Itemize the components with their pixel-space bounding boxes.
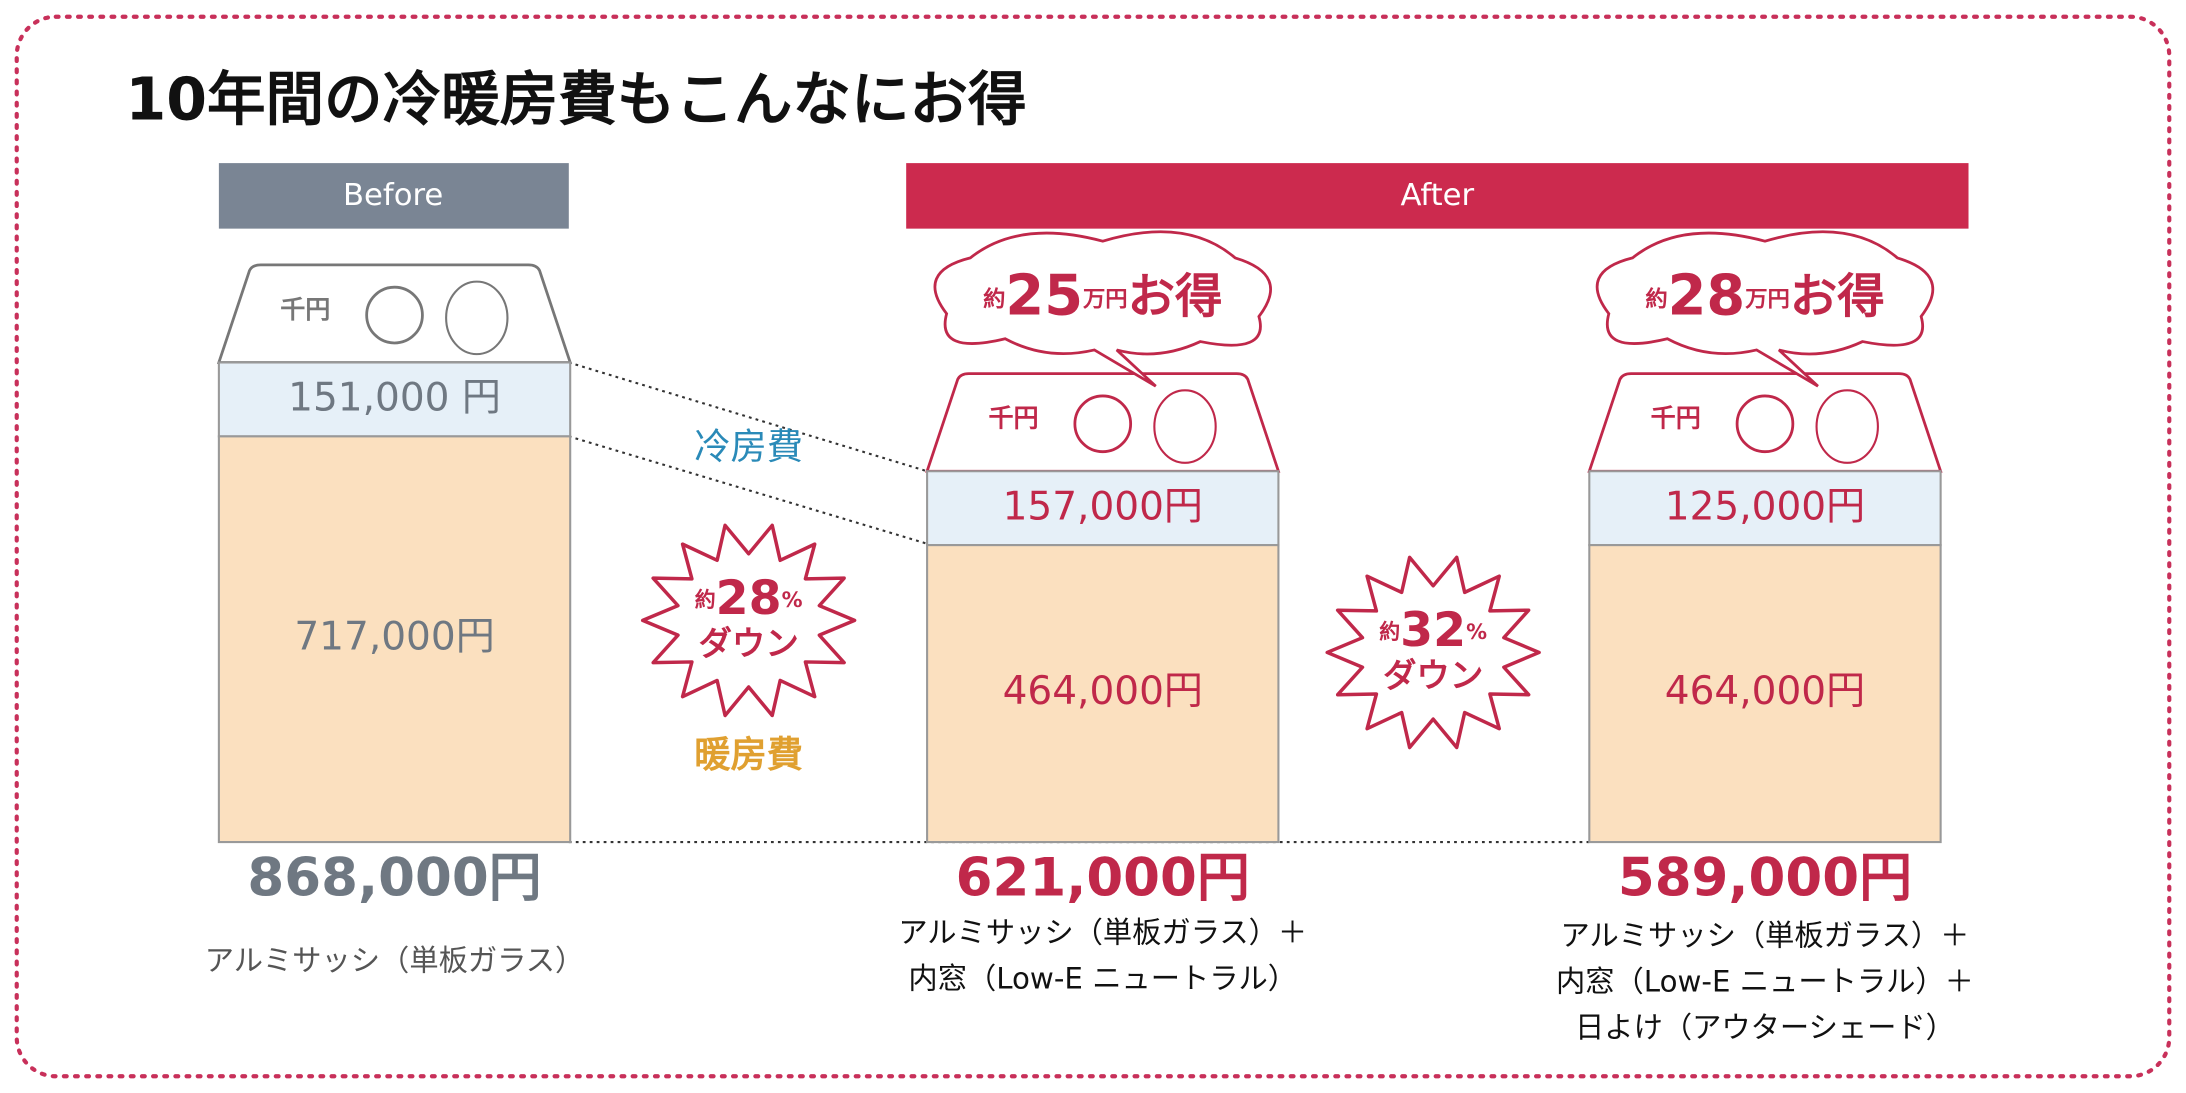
savings-suffix: お得 bbox=[1790, 270, 1885, 325]
description: 日よけ（アウターシェード） bbox=[1575, 1010, 1955, 1044]
reduction-text: ダウン bbox=[698, 624, 798, 663]
savings-suffix: お得 bbox=[1128, 270, 1223, 325]
bill-seal bbox=[365, 285, 424, 345]
reduction-burst bbox=[640, 523, 857, 718]
savings-amount: 25 bbox=[1005, 264, 1083, 329]
heating-value: 464,000円 bbox=[1665, 669, 1865, 714]
savings-unit: 万円 bbox=[1082, 286, 1128, 312]
savings-prefix: 約 bbox=[1645, 285, 1667, 312]
bill-portrait bbox=[1153, 389, 1217, 464]
cooling-label: 冷房費 bbox=[694, 425, 803, 468]
bill-stack bbox=[216, 263, 573, 364]
heating-block bbox=[926, 544, 1280, 844]
bill-text: 千円 bbox=[1651, 404, 1701, 433]
reduction-rate: 約32% bbox=[1379, 603, 1487, 658]
heating-value: 464,000円 bbox=[1003, 669, 1203, 714]
savings-bubble bbox=[1595, 230, 1935, 388]
savings-prefix: 約 bbox=[983, 285, 1005, 312]
reduction-rate: 約28% bbox=[695, 571, 803, 626]
bill-portrait bbox=[445, 280, 509, 356]
savings-unit: 万円 bbox=[1744, 286, 1790, 312]
bill-seal bbox=[1735, 394, 1795, 454]
bill-portrait bbox=[1815, 389, 1879, 464]
savings-text: 約25万円お得 bbox=[983, 264, 1222, 329]
total-value: 868,000円 bbox=[247, 848, 541, 909]
savings-text: 約28万円お得 bbox=[1645, 264, 1884, 329]
description: アルミサッシ（単板ガラス） bbox=[205, 943, 585, 977]
cooling-block bbox=[217, 361, 572, 438]
before-header-bg bbox=[218, 163, 569, 229]
total-value: 589,000円 bbox=[1618, 848, 1912, 909]
frame bbox=[14, 14, 2172, 1079]
heating-block bbox=[1588, 544, 1942, 844]
description: 内窓（Low-E ニュートラル）＋ bbox=[1556, 964, 1974, 998]
heating-block bbox=[217, 435, 572, 844]
reduction-amount: 28 bbox=[716, 571, 782, 626]
reduction-unit: % bbox=[782, 588, 803, 612]
description: アルミサッシ（単板ガラス）＋ bbox=[1561, 918, 1970, 952]
bill-stack bbox=[925, 372, 1281, 473]
cooling-block bbox=[926, 470, 1280, 547]
title: 10年間の冷暖房費もこんなにお得 bbox=[125, 65, 1026, 133]
heating-label: 暖房費 bbox=[694, 733, 803, 776]
savings-bubble bbox=[933, 230, 1272, 388]
reduction-text: ダウン bbox=[1383, 656, 1483, 695]
cooling-value: 151,000 円 bbox=[288, 376, 501, 421]
heating-value: 717,000円 bbox=[294, 615, 494, 660]
reduction-unit: % bbox=[1466, 620, 1487, 644]
reduction-burst bbox=[1325, 555, 1541, 750]
reduction-prefix: 約 bbox=[1379, 620, 1400, 644]
savings-amount: 28 bbox=[1668, 264, 1746, 329]
after-header: After bbox=[1401, 178, 1475, 213]
cooling-block bbox=[1588, 470, 1942, 547]
after-header-bg bbox=[906, 163, 1969, 229]
bill-seal bbox=[1073, 394, 1133, 454]
description: 内窓（Low-E ニュートラル） bbox=[908, 962, 1297, 996]
reduction-amount: 32 bbox=[1400, 603, 1466, 658]
total-value: 621,000円 bbox=[956, 848, 1250, 909]
bill-text: 千円 bbox=[988, 404, 1038, 433]
reduction-prefix: 約 bbox=[695, 588, 716, 612]
description: アルミサッシ（単板ガラス）＋ bbox=[898, 916, 1307, 950]
cooling-value: 157,000円 bbox=[1003, 484, 1203, 529]
bill-text: 千円 bbox=[280, 295, 330, 324]
bill-stack bbox=[1587, 372, 1943, 473]
before-header: Before bbox=[343, 178, 443, 213]
cooling-value: 125,000円 bbox=[1665, 484, 1865, 529]
